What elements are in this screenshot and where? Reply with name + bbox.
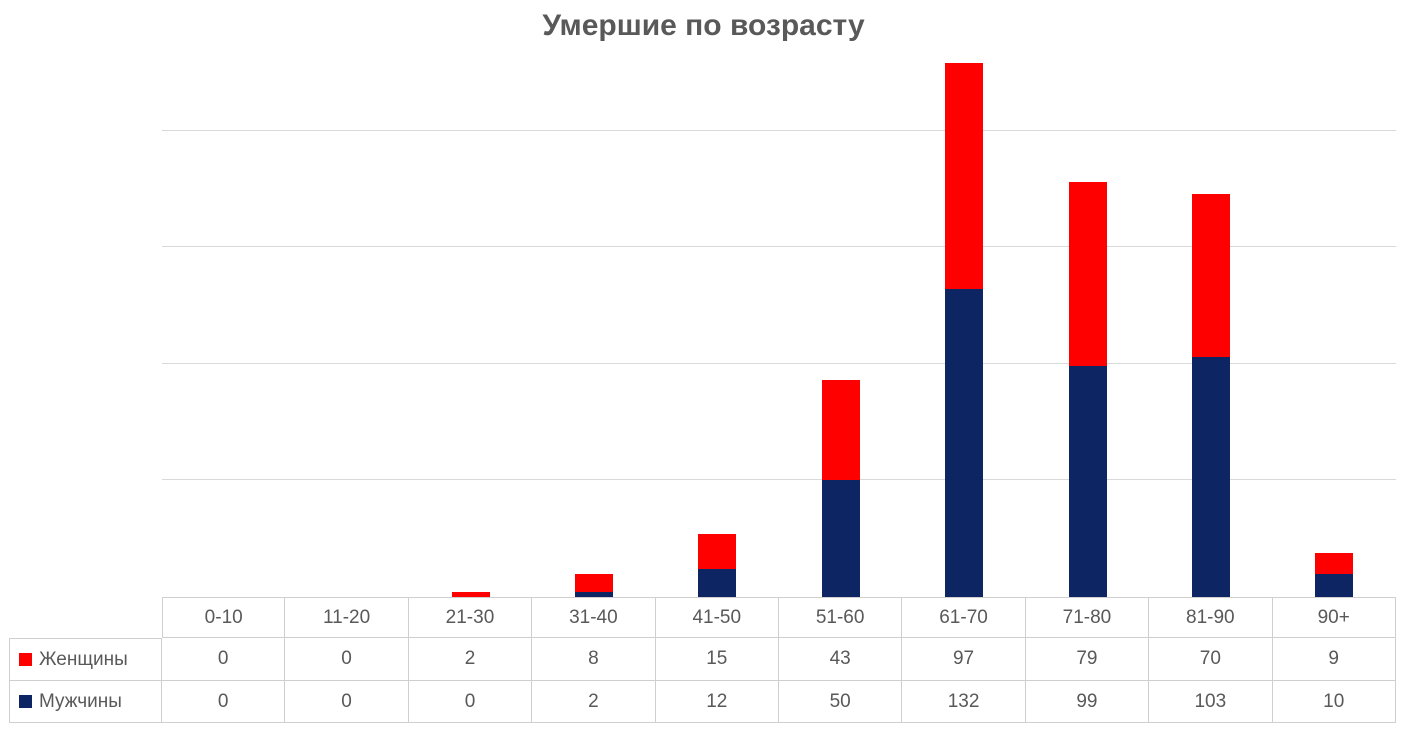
bar-segment-men <box>945 289 984 597</box>
bar-segment-women <box>451 592 490 597</box>
bar-segment-men <box>1315 573 1354 597</box>
bar-segment-women <box>821 380 860 481</box>
table-cell: 99 <box>1025 681 1150 723</box>
bar-21-30 <box>451 592 490 597</box>
data-table: 0-10 11-20 21-30 31-40 41-50 51-60 61-70 71-80 8… <box>9 597 1396 723</box>
bar-90+ <box>1315 552 1354 597</box>
table-cell: 0 <box>285 681 409 723</box>
table-cell: 12 <box>655 681 779 723</box>
table-header-31-40: 31-40 <box>532 597 656 638</box>
bar-segment-women <box>574 573 613 593</box>
legend-key-women <box>19 653 32 666</box>
bar-41-50 <box>698 534 737 597</box>
table-cell: 8 <box>532 638 656 681</box>
table-cell: 2 <box>408 638 533 681</box>
table-cell: 10 <box>1272 681 1396 723</box>
bar-segment-men <box>698 569 737 597</box>
bar-segment-men <box>574 592 613 597</box>
table-header-11-20: 11-20 <box>285 597 409 638</box>
table-header-41-50: 41-50 <box>655 597 779 638</box>
y-gridline-200 <box>162 129 1396 131</box>
series-name-label: Мужчины <box>39 690 122 712</box>
series-label-women: Женщины <box>9 638 162 681</box>
table-cell: 0 <box>285 638 409 681</box>
bar-71-80 <box>1068 181 1107 597</box>
series-name-label: Женщины <box>39 648 128 670</box>
table-cell: 103 <box>1149 681 1273 723</box>
table-cell: 132 <box>902 681 1026 723</box>
bar-segment-women <box>1315 552 1354 574</box>
y-gridline-100 <box>162 362 1396 364</box>
bar-81-90 <box>1191 193 1230 597</box>
table-header-0-10: 0-10 <box>162 597 286 638</box>
series-label-men: Мужчины <box>9 681 162 723</box>
bar-segment-women <box>1068 181 1107 367</box>
table-header-51-60: 51-60 <box>778 597 903 638</box>
y-gridline-50 <box>162 479 1396 481</box>
bar-segment-women <box>945 63 984 290</box>
bar-segment-women <box>698 534 737 570</box>
table-cell: 15 <box>655 638 779 681</box>
table-cell: 70 <box>1149 638 1273 681</box>
bar-61-70 <box>945 63 984 597</box>
table-cell: 0 <box>162 681 286 723</box>
table-header-21-30: 21-30 <box>408 597 533 638</box>
legend-key-men <box>19 695 32 708</box>
table-cell: 50 <box>778 681 903 723</box>
bar-segment-women <box>1191 193 1230 357</box>
y-gridline-150 <box>162 246 1396 248</box>
table-cell: 79 <box>1025 638 1150 681</box>
table-header-90+: 90+ <box>1272 597 1396 638</box>
table-header-61-70: 61-70 <box>902 597 1026 638</box>
chart-title: Умершие по возрасту <box>542 9 865 42</box>
table-corner-cell <box>9 597 162 638</box>
table-cell: 0 <box>162 638 286 681</box>
table-cell: 9 <box>1272 638 1396 681</box>
table-cell: 2 <box>532 681 656 723</box>
bar-segment-men <box>1068 366 1107 597</box>
plot-area <box>162 63 1396 597</box>
bar-31-40 <box>574 573 613 597</box>
table-cell: 97 <box>902 638 1026 681</box>
bar-51-60 <box>821 380 860 597</box>
table-cell: 43 <box>778 638 903 681</box>
table-header-81-90: 81-90 <box>1149 597 1273 638</box>
table-cell: 0 <box>408 681 533 723</box>
bar-segment-men <box>821 480 860 597</box>
bar-segment-men <box>1191 356 1230 597</box>
table-header-71-80: 71-80 <box>1025 597 1150 638</box>
